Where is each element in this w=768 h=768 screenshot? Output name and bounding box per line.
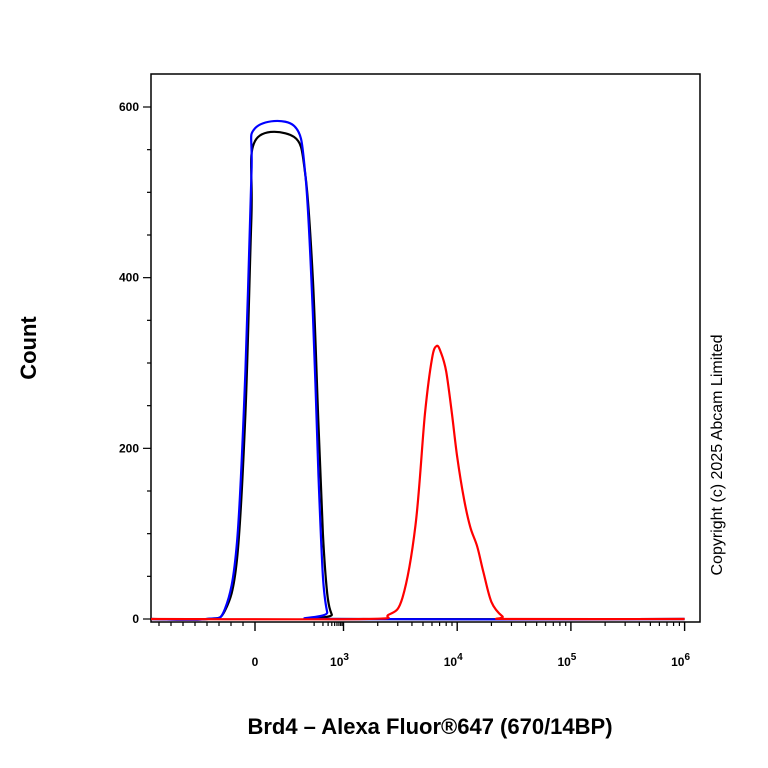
- series-layer: [150, 119, 685, 621]
- y-tick-label: 400: [119, 271, 139, 285]
- x-tick-label: 0: [252, 655, 259, 669]
- x-tick-label: 104: [444, 652, 463, 669]
- plot-frame: [150, 73, 701, 623]
- y-axis: 0 200 400 600: [119, 100, 151, 626]
- x-axis-title: Brd4 – Alexa Fluor®647 (670/14BP): [247, 714, 612, 739]
- y-tick-label: 200: [119, 441, 139, 455]
- x-tick-label: 106: [671, 652, 690, 669]
- x-tick-label: 103: [330, 652, 349, 669]
- series-line-2: [150, 119, 685, 621]
- copyright-watermark: Copyright (c) 2025 Abcam Limited: [709, 335, 726, 576]
- series-line-1: [150, 130, 685, 621]
- series-line-3: [150, 344, 685, 621]
- x-axis: 0 103 104 105 106: [158, 622, 690, 669]
- y-axis-title: Count: [16, 316, 41, 380]
- x-tick-label: 105: [557, 652, 576, 669]
- y-tick-label: 600: [119, 100, 139, 114]
- y-tick-label: 0: [132, 612, 139, 626]
